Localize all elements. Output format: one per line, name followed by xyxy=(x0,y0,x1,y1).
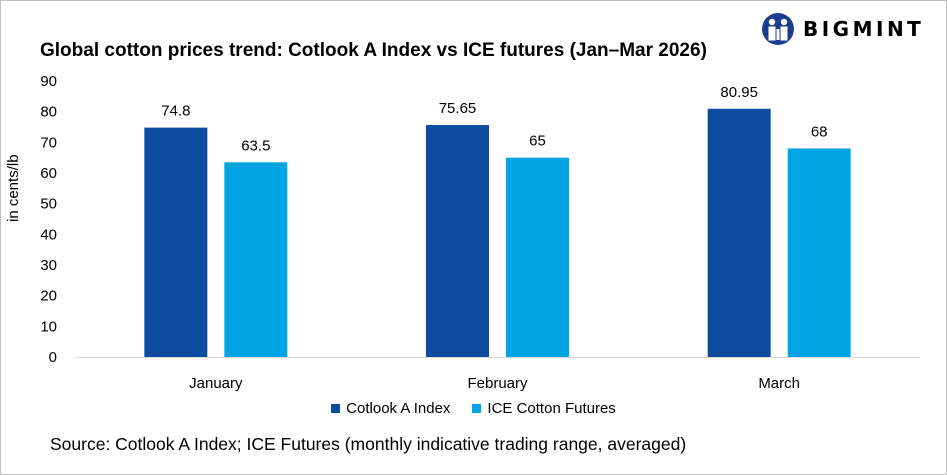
bar xyxy=(707,108,771,358)
legend: Cotlook A Index ICE Cotton Futures xyxy=(0,400,947,417)
data-label: 75.65 xyxy=(439,100,477,117)
x-category-label: February xyxy=(467,375,528,392)
data-label: 63.5 xyxy=(241,137,270,154)
data-label: 65 xyxy=(529,133,546,150)
source-note: Source: Cotlook A Index; ICE Futures (mo… xyxy=(50,434,687,454)
legend-item: Cotlook A Index xyxy=(331,400,450,417)
bar xyxy=(787,148,851,357)
y-tick-label: 0 xyxy=(49,349,57,366)
bar xyxy=(506,157,569,357)
data-label: 80.95 xyxy=(720,84,758,101)
bar xyxy=(426,125,489,357)
legend-label: Cotlook A Index xyxy=(346,400,451,417)
bigmint-logo: BIGMINT xyxy=(761,12,924,46)
y-tick-label: 50 xyxy=(40,196,57,213)
y-tick-label: 40 xyxy=(40,226,57,243)
y-tick-label: 80 xyxy=(40,104,57,121)
bar xyxy=(144,127,208,357)
y-tick-label: 30 xyxy=(40,257,57,274)
legend-swatch xyxy=(472,404,482,413)
data-label: 68 xyxy=(811,123,828,140)
legend-item: ICE Cotton Futures xyxy=(472,400,616,417)
bar xyxy=(224,162,288,357)
y-tick-label: 70 xyxy=(40,134,57,151)
x-category-label: January xyxy=(189,375,243,392)
y-tick-label: 10 xyxy=(40,318,57,335)
data-label: 74.8 xyxy=(161,103,190,120)
legend-swatch xyxy=(331,404,341,413)
legend-label: ICE Cotton Futures xyxy=(487,400,616,417)
x-category-label: March xyxy=(758,375,800,392)
y-tick-label: 20 xyxy=(40,288,57,305)
bigmint-logo-icon xyxy=(762,13,794,45)
chart-title: Global cotton prices trend: Cotlook A In… xyxy=(40,40,707,61)
y-tick-label: 60 xyxy=(40,165,57,182)
bigmint-logo-text: BIGMINT xyxy=(803,17,925,41)
y-tick-label: 90 xyxy=(40,73,57,90)
